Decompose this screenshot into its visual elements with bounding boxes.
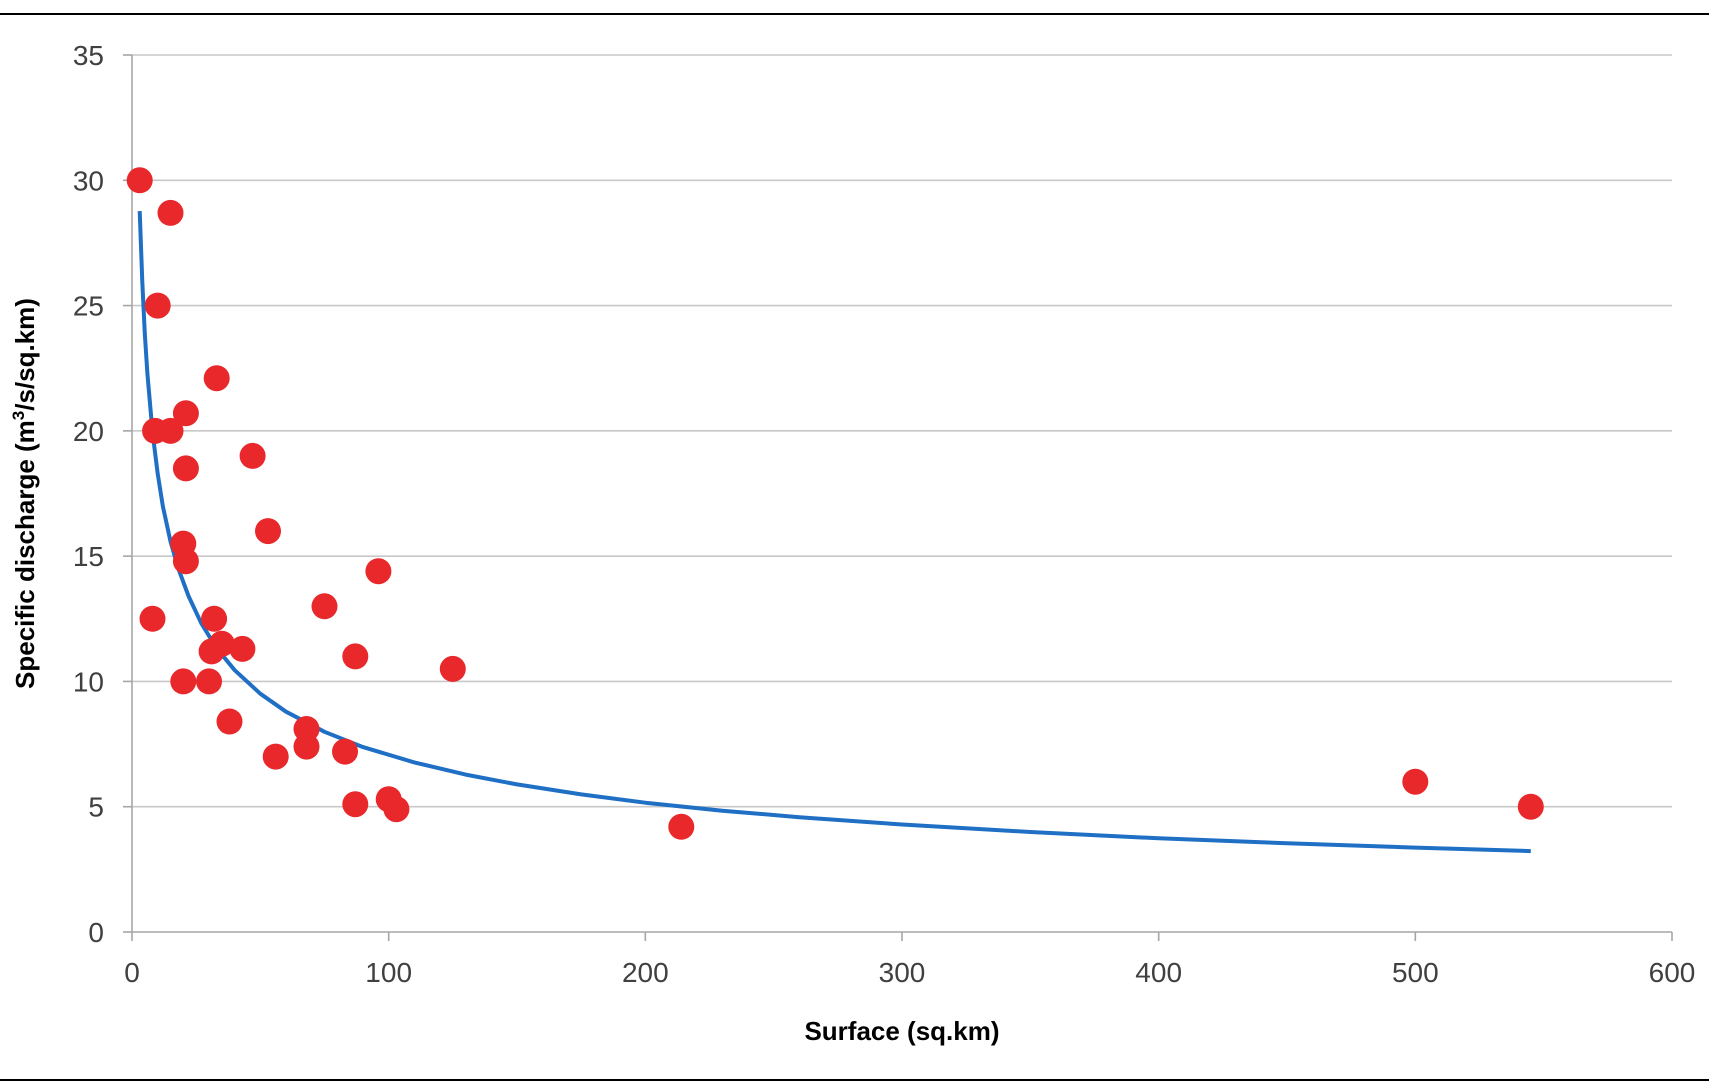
x-tick-label: 400 <box>1135 957 1182 988</box>
data-point <box>208 630 235 657</box>
data-point <box>126 167 153 194</box>
y-axis-title-superscript: 3 <box>9 411 28 420</box>
data-point <box>201 605 228 632</box>
data-point <box>170 668 197 695</box>
y-tick-label: 35 <box>73 40 104 71</box>
y-tick-label: 10 <box>73 666 104 697</box>
points-layer <box>126 167 1544 840</box>
data-point <box>157 199 184 226</box>
data-point <box>262 743 289 770</box>
data-point <box>332 738 358 765</box>
x-tick-label: 0 <box>124 957 140 988</box>
data-point <box>157 417 184 444</box>
x-tick-label: 200 <box>622 957 669 988</box>
data-point <box>196 668 222 695</box>
y-tick-label: 25 <box>73 291 104 322</box>
data-point <box>172 455 199 482</box>
data-point <box>229 635 256 662</box>
x-tick-label: 600 <box>1649 957 1696 988</box>
data-point <box>342 643 369 670</box>
data-point <box>172 548 199 575</box>
y-tick-label: 15 <box>73 541 104 572</box>
data-point <box>668 813 695 840</box>
data-point <box>172 400 199 427</box>
y-axis-title-part: /s/sq.km) <box>10 298 40 411</box>
y-tick-label: 30 <box>73 165 104 196</box>
data-point <box>293 733 320 760</box>
data-point <box>239 442 266 469</box>
data-point <box>383 796 410 823</box>
data-point <box>255 518 281 545</box>
data-point <box>311 593 338 620</box>
data-point <box>342 791 369 818</box>
data-point <box>365 558 392 585</box>
y-tick-label: 20 <box>73 416 104 447</box>
data-point <box>439 655 466 682</box>
x-axis-title: Surface (sq.km) <box>804 1016 999 1046</box>
x-tick-label: 100 <box>365 957 412 988</box>
axes <box>123 54 1673 941</box>
x-tick-label: 500 <box>1392 957 1439 988</box>
data-point <box>203 365 230 392</box>
y-tick-label: 0 <box>88 917 104 948</box>
data-point <box>1517 793 1544 820</box>
y-tick-label: 5 <box>88 792 104 823</box>
data-point <box>139 605 166 632</box>
labels: 0 5 10 15 20 25 30 35 0 100 200 300 400 500 600 <box>73 40 1696 988</box>
data-point <box>216 708 243 735</box>
y-axis-title-part: Specific discharge (m <box>10 420 40 689</box>
grid <box>132 54 1672 808</box>
data-point <box>1402 768 1429 795</box>
y-axis-title: Specific discharge (m3/s/sq.km) <box>9 298 40 689</box>
data-point <box>144 292 171 319</box>
x-tick-label: 300 <box>879 957 926 988</box>
